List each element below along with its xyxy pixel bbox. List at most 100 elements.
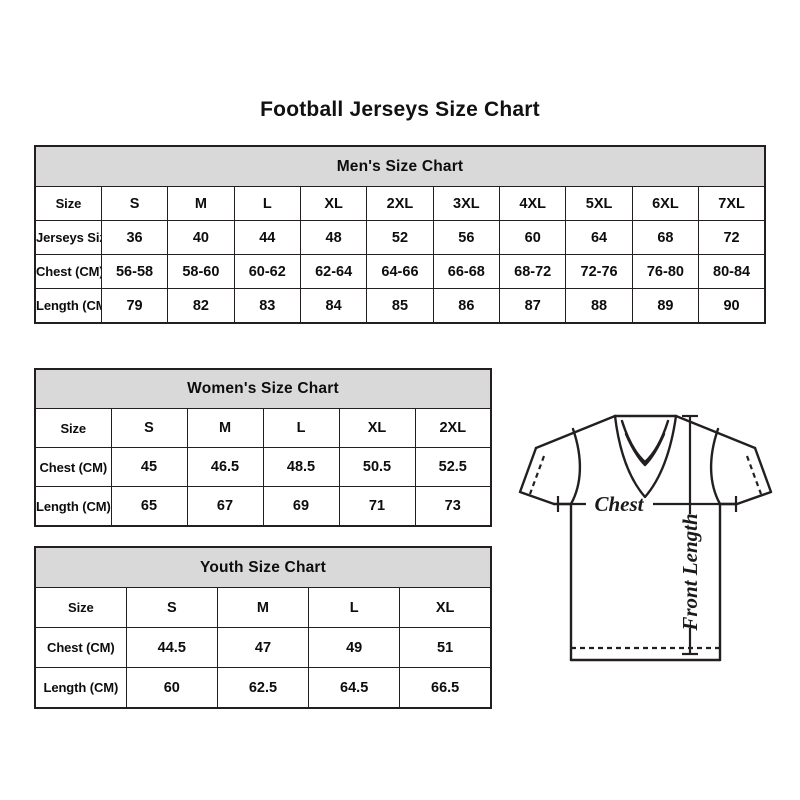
- row-header-chest: Chest (CM): [34, 447, 112, 487]
- row-header-length: Length (CM): [34, 486, 112, 527]
- table-cell: 80-84: [698, 254, 766, 289]
- right-sleeve-inner-line: [709, 427, 722, 506]
- table-cell: 49: [308, 627, 401, 668]
- table-cell: 47: [216, 627, 310, 668]
- mens-table-caption: Men's Size Chart: [34, 145, 766, 187]
- mens-size-5xl: 5XL: [565, 186, 633, 221]
- table-cell: 86: [432, 288, 501, 324]
- table-cell: 64: [565, 220, 633, 255]
- table-cell: 56-58: [100, 254, 169, 289]
- womens-size-xl: XL: [338, 408, 416, 448]
- table-row: Length (CM) 79 82 83 84 85 86 87 88 89 9…: [34, 288, 766, 324]
- mens-size-3xl: 3XL: [432, 186, 501, 221]
- table-cell: 71: [338, 486, 416, 527]
- table-row: Length (CM) 60 62.5 64.5 66.5: [34, 667, 492, 709]
- mens-size-xl: XL: [299, 186, 368, 221]
- table-cell: 50.5: [338, 447, 416, 487]
- page-title: Football Jerseys Size Chart: [260, 98, 540, 121]
- chest-measure-label: Chest: [594, 492, 644, 516]
- table-caption-row: Men's Size Chart: [34, 145, 766, 187]
- mens-size-m: M: [167, 186, 235, 221]
- table-row: Size S M L XL: [34, 587, 492, 628]
- row-header-length: Length (CM): [34, 667, 127, 709]
- left-sleeve-inner-line: [569, 427, 582, 506]
- mens-size-l: L: [233, 186, 301, 221]
- table-cell: 82: [167, 288, 235, 324]
- womens-size-s: S: [110, 408, 188, 448]
- mens-size-chart-table: Men's Size Chart Size S M L XL 2XL 3XL 4…: [34, 145, 766, 324]
- table-row: Size S M L XL 2XL 3XL 4XL 5XL 6XL 7XL: [34, 186, 766, 221]
- table-cell: 76-80: [631, 254, 700, 289]
- table-cell: 64-66: [366, 254, 434, 289]
- table-caption-row: Youth Size Chart: [34, 546, 492, 588]
- table-cell: 62.5: [216, 667, 310, 709]
- table-cell: 62-64: [299, 254, 368, 289]
- table-cell: 56: [432, 220, 501, 255]
- womens-size-m: M: [186, 408, 264, 448]
- right-sleeve-cuff: [735, 446, 773, 506]
- youth-table-body: Youth Size Chart Size S M L XL Chest (CM…: [34, 546, 492, 709]
- row-header-chest: Chest (CM): [34, 627, 127, 668]
- mens-table-body: Men's Size Chart Size S M L XL 2XL 3XL 4…: [34, 145, 766, 324]
- womens-table-caption: Women's Size Chart: [34, 368, 492, 409]
- left-sleeve-cuff: [518, 446, 556, 506]
- table-cell: 68: [631, 220, 700, 255]
- womens-size-chart-table: Women's Size Chart Size S M L XL 2XL Che…: [34, 368, 492, 527]
- table-cell: 84: [299, 288, 368, 324]
- table-cell: 58-60: [167, 254, 235, 289]
- table-cell: 66.5: [399, 667, 492, 709]
- table-row: Jerseys Size 36 40 44 48 52 56 60 64 68 …: [34, 220, 766, 255]
- youth-size-chart-table: Youth Size Chart Size S M L XL Chest (CM…: [34, 546, 492, 709]
- mens-size-6xl: 6XL: [631, 186, 700, 221]
- row-header-size: Size: [34, 408, 112, 448]
- table-cell: 85: [366, 288, 434, 324]
- table-caption-row: Women's Size Chart: [34, 368, 492, 409]
- table-cell: 51: [399, 627, 492, 668]
- table-cell: 89: [631, 288, 700, 324]
- left-cuff-hem-dashed: [528, 455, 546, 495]
- table-cell: 65: [110, 486, 188, 527]
- table-cell: 79: [100, 288, 169, 324]
- youth-size-m: M: [216, 587, 310, 628]
- v-neck-outer: [613, 414, 678, 499]
- table-cell: 36: [100, 220, 169, 255]
- youth-table-caption: Youth Size Chart: [34, 546, 492, 588]
- mens-size-7xl: 7XL: [698, 186, 766, 221]
- mens-size-4xl: 4XL: [499, 186, 567, 221]
- table-cell: 60: [125, 667, 218, 709]
- front-length-measure-label: Front Length: [678, 513, 702, 631]
- table-cell: 66-68: [432, 254, 501, 289]
- table-cell: 60: [499, 220, 567, 255]
- left-shoulder-seam: [534, 414, 617, 450]
- row-header-size: Size: [34, 186, 102, 221]
- womens-table-body: Women's Size Chart Size S M L XL 2XL Che…: [34, 368, 492, 527]
- table-cell: 46.5: [186, 447, 264, 487]
- row-header-jerseys-size: Jerseys Size: [34, 220, 102, 255]
- youth-size-s: S: [125, 587, 218, 628]
- mens-size-2xl: 2XL: [366, 186, 434, 221]
- table-cell: 83: [233, 288, 301, 324]
- table-cell: 52: [366, 220, 434, 255]
- mens-size-s: S: [100, 186, 169, 221]
- table-cell: 44.5: [125, 627, 218, 668]
- womens-size-2xl: 2XL: [414, 408, 492, 448]
- table-cell: 72-76: [565, 254, 633, 289]
- v-neck-jersey-measurement-diagram: Chest Front Length: [498, 396, 790, 676]
- table-cell: 69: [262, 486, 340, 527]
- table-cell: 87: [499, 288, 567, 324]
- row-header-length: Length (CM): [34, 288, 102, 324]
- table-cell: 73: [414, 486, 492, 527]
- table-row: Length (CM) 65 67 69 71 73: [34, 486, 492, 527]
- collar-rib-line-2: [624, 432, 666, 467]
- row-header-chest: Chest (CM): [34, 254, 102, 289]
- table-cell: 64.5: [308, 667, 401, 709]
- youth-size-l: L: [308, 587, 401, 628]
- table-row: Size S M L XL 2XL: [34, 408, 492, 448]
- womens-size-l: L: [262, 408, 340, 448]
- table-cell: 45: [110, 447, 188, 487]
- table-cell: 67: [186, 486, 264, 527]
- table-cell: 52.5: [414, 447, 492, 487]
- table-cell: 90: [698, 288, 766, 324]
- row-header-size: Size: [34, 587, 127, 628]
